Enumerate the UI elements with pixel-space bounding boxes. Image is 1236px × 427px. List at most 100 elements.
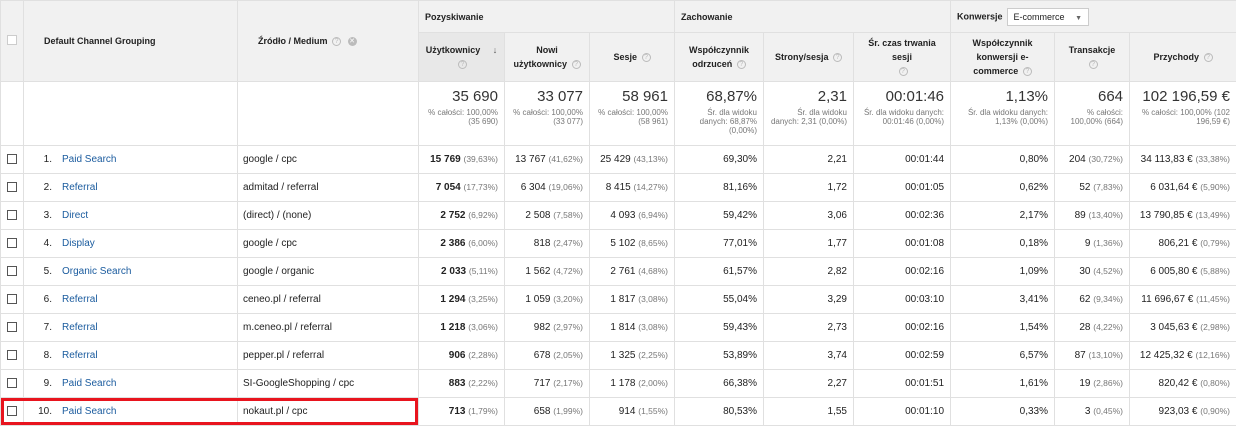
col-transactions[interactable]: Transakcje?: [1054, 32, 1131, 82]
sessions-cell: 914 (1,55%): [589, 397, 675, 426]
source-medium-cell[interactable]: SI-GoogleShopping / cpc: [237, 369, 419, 398]
total-new-users: 33 077% całości: 100,00% (33 077): [504, 81, 590, 146]
channel-link[interactable]: Referral: [62, 322, 98, 333]
conversions-dropdown[interactable]: E-commerce ▼: [1006, 7, 1089, 26]
table-row: 10. Paid Search nokaut.pl / cpc 713 (1,79%)…: [0, 397, 1236, 426]
avg-duration-cell: 00:02:16: [852, 313, 952, 342]
row-checkbox[interactable]: [7, 350, 17, 361]
source-medium-cell[interactable]: google / organic: [237, 257, 419, 286]
sessions-cell: 1 325 (2,25%): [589, 341, 675, 370]
channel-link[interactable]: Display: [62, 238, 95, 249]
row-checkbox[interactable]: [7, 406, 17, 417]
col-revenue[interactable]: Przychody ?: [1129, 32, 1236, 82]
help-icon[interactable]: ?: [1022, 67, 1032, 77]
users-cell: 906 (2,28%): [418, 341, 505, 370]
sessions-cell: 25 429 (43,13%): [589, 145, 675, 174]
help-icon[interactable]: ?: [1088, 60, 1098, 70]
bounce-rate-cell: 61,57%: [674, 257, 764, 286]
channel-link[interactable]: Organic Search: [62, 266, 132, 277]
total-users: 35 690% całości: 100,00% (35 690): [418, 81, 505, 146]
users-cell: 15 769 (39,63%): [418, 145, 505, 174]
help-icon[interactable]: ?: [898, 67, 908, 77]
dim-channel-grouping-header[interactable]: Default Channel Grouping: [23, 0, 238, 82]
bounce-rate-cell: 69,30%: [674, 145, 764, 174]
channel-link[interactable]: Referral: [62, 350, 98, 361]
channel-link[interactable]: Referral: [62, 294, 98, 305]
col-users[interactable]: Użytkownicy ↓?: [418, 32, 505, 82]
conversion-rate-cell: 2,17%: [950, 201, 1056, 230]
new-users-cell: 6 304 (19,06%): [504, 173, 590, 202]
row-index: 1.: [43, 154, 52, 165]
users-cell: 713 (1,79%): [418, 397, 505, 426]
col-avg-session-duration[interactable]: Śr. czas trwania sesji?: [852, 32, 952, 82]
channel-link[interactable]: Paid Search: [62, 154, 117, 165]
col-pages-per-session[interactable]: Strony/sesja ?: [763, 32, 854, 82]
transactions-cell: 3 (0,45%): [1054, 397, 1131, 426]
row-index: 2.: [43, 182, 52, 193]
avg-duration-cell: 00:02:16: [852, 257, 952, 286]
col-new-users[interactable]: Nowi użytkownicy ?: [504, 32, 590, 82]
source-medium-text: admitad / referral: [243, 182, 319, 193]
source-medium-cell[interactable]: google / cpc: [237, 145, 419, 174]
row-checkbox[interactable]: [7, 378, 17, 389]
source-medium-cell[interactable]: ceneo.pl / referral: [237, 285, 419, 314]
new-users-cell: 1 059 (3,20%): [504, 285, 590, 314]
transactions-cell: 30 (4,52%): [1054, 257, 1131, 286]
col-bounce-rate[interactable]: Współczynnik odrzuceń ?: [674, 32, 764, 82]
channel-cell: 8. Referral: [23, 341, 238, 370]
select-all-checkbox[interactable]: [7, 34, 17, 45]
source-medium-cell[interactable]: m.ceneo.pl / referral: [237, 313, 419, 342]
row-checkbox[interactable]: [7, 154, 17, 165]
row-index: 5.: [43, 266, 52, 277]
table-row: 2. Referral admitad / referral 7 054 (17,73…: [0, 173, 1236, 202]
avg-duration-cell: 00:02:36: [852, 201, 952, 230]
transactions-cell: 62 (9,34%): [1054, 285, 1131, 314]
row-index: 4.: [43, 238, 52, 249]
help-icon[interactable]: ?: [1203, 53, 1213, 63]
table-row: 5. Organic Search google / organic 2 033 (5…: [0, 257, 1236, 286]
channel-cell: 5. Organic Search: [23, 257, 238, 286]
channel-link[interactable]: Direct: [62, 210, 89, 221]
channel-link[interactable]: Paid Search: [62, 406, 117, 417]
channel-link[interactable]: Paid Search: [62, 378, 117, 389]
pages-per-session-cell: 2,21: [763, 145, 854, 174]
table-row: 9. Paid Search SI-GoogleShopping / cpc 883 …: [0, 369, 1236, 398]
users-cell: 2 033 (5,11%): [418, 257, 505, 286]
row-index: 10.: [38, 406, 52, 417]
source-medium-cell[interactable]: (direct) / (none): [237, 201, 419, 230]
col-ecommerce-conversion-rate[interactable]: Współczynnik konwersji e-commerce ?: [950, 32, 1056, 82]
channel-cell: 4. Display: [23, 229, 238, 258]
users-cell: 2 386 (6,00%): [418, 229, 505, 258]
pages-per-session-cell: 3,29: [763, 285, 854, 314]
table-row: 6. Referral ceneo.pl / referral 1 294 (3,25…: [0, 285, 1236, 314]
source-medium-text: google / cpc: [243, 154, 297, 165]
source-medium-cell[interactable]: pepper.pl / referral: [237, 341, 419, 370]
help-icon[interactable]: ?: [571, 60, 581, 70]
bounce-rate-cell: 81,16%: [674, 173, 764, 202]
channel-cell: 9. Paid Search: [23, 369, 238, 398]
dim-source-medium-header[interactable]: Źródło / Medium ? ✕: [237, 0, 419, 82]
total-sessions: 58 961% całości: 100,00% (58 961): [589, 81, 675, 146]
row-checkbox[interactable]: [7, 322, 17, 333]
help-icon[interactable]: ?: [833, 53, 843, 63]
row-checkbox[interactable]: [7, 238, 17, 249]
transactions-cell: 89 (13,40%): [1054, 201, 1131, 230]
new-users-cell: 1 562 (4,72%): [504, 257, 590, 286]
source-medium-cell[interactable]: nokaut.pl / cpc: [237, 397, 419, 426]
source-medium-cell[interactable]: google / cpc: [237, 229, 419, 258]
row-checkbox[interactable]: [7, 266, 17, 277]
row-checkbox[interactable]: [7, 294, 17, 305]
help-icon[interactable]: ?: [736, 60, 746, 70]
help-icon[interactable]: ?: [641, 53, 651, 63]
source-medium-cell[interactable]: admitad / referral: [237, 173, 419, 202]
help-icon[interactable]: ?: [332, 37, 342, 47]
col-sessions[interactable]: Sesje ?: [589, 32, 675, 82]
row-checkbox[interactable]: [7, 182, 17, 193]
row-checkbox[interactable]: [7, 210, 17, 221]
channel-cell: 3. Direct: [23, 201, 238, 230]
channel-link[interactable]: Referral: [62, 182, 98, 193]
channel-cell: 6. Referral: [23, 285, 238, 314]
remove-dimension-icon[interactable]: ✕: [347, 37, 357, 47]
help-icon[interactable]: ?: [458, 60, 467, 70]
